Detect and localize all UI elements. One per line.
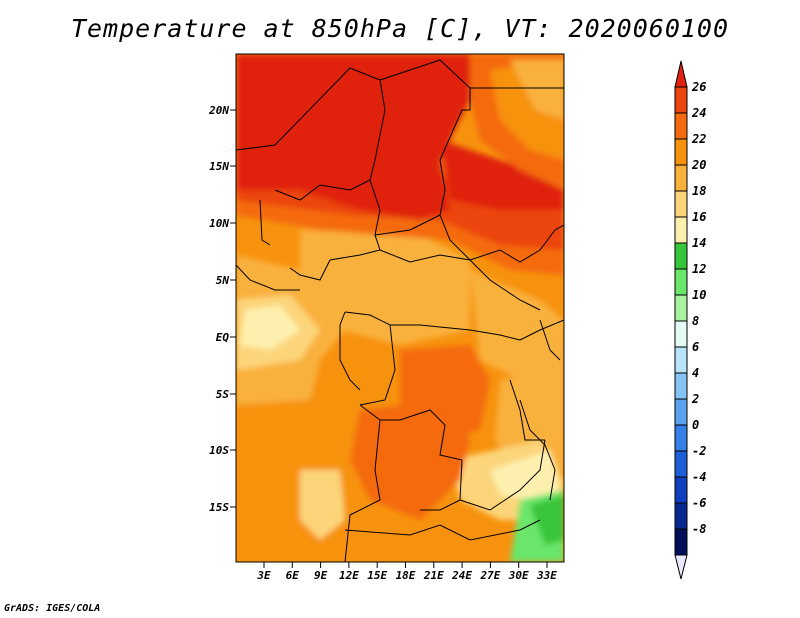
colorbar-label: 10 — [692, 288, 706, 302]
colorbar-label: 12 — [692, 262, 706, 276]
colorbar-label: 0 — [692, 418, 699, 432]
lat-axis: 20N 15N 10N 5N EQ 5S 10S 15S — [208, 104, 236, 514]
lon-tick-label: 6E — [286, 569, 300, 582]
chart-title: Temperature at 850hPa [C], VT: 202006010… — [70, 14, 730, 43]
colorbar-label: 2 — [691, 392, 699, 406]
colorbar-label: 26 — [691, 80, 706, 94]
colorbar-swatch — [674, 398, 688, 426]
lon-tick-label: 21E — [423, 569, 444, 582]
colorbar-swatch — [674, 268, 688, 296]
map-frame — [235, 53, 565, 563]
colorbar-label: 24 — [691, 106, 706, 120]
country-borders — [236, 59, 564, 562]
lon-tick-label: 24E — [451, 569, 472, 582]
lat-tick-label: 15S — [209, 501, 229, 514]
colorbar-swatch — [674, 86, 688, 114]
colorbar-swatch — [674, 216, 688, 244]
colorbar-label: -8 — [692, 522, 706, 536]
colorbar-label: 8 — [692, 314, 699, 328]
lon-tick-label: 18E — [396, 569, 416, 582]
colorbar-label: -6 — [692, 496, 706, 510]
lat-tick-label: 10S — [209, 444, 229, 457]
colorbar-swatch — [674, 346, 688, 374]
colorbar-swatch — [674, 294, 688, 322]
lon-tick-label: 33E — [536, 569, 557, 582]
colorbar-label: 14 — [692, 236, 706, 250]
lat-tick-label: 20N — [208, 104, 229, 117]
lon-tick-label: 12E — [339, 569, 359, 582]
colorbar-label: -2 — [692, 444, 706, 458]
colorbar-swatch — [674, 372, 688, 400]
colorbar-swatch — [674, 138, 688, 166]
lat-tick-label: 5S — [216, 388, 230, 401]
lon-tick-label: 15E — [367, 569, 387, 582]
lon-tick-label: 30E — [508, 569, 529, 582]
colorbar-label: -4 — [692, 470, 706, 484]
lat-tick-label: 10N — [209, 217, 229, 230]
colorbar-swatch — [674, 502, 688, 530]
colorbar-label: 22 — [691, 132, 706, 146]
lon-axis: 3E 6E 9E 12E 15E 18E 21E 24E 27E 30E 33E — [256, 562, 557, 582]
colorbar-swatch — [674, 190, 688, 218]
colorbar-swatch — [674, 112, 688, 140]
colorbar-swatch — [674, 164, 688, 192]
temperature-field — [236, 54, 564, 562]
lon-tick-label: 9E — [314, 569, 328, 582]
credit-label: GrADS: IGES/COLA — [4, 603, 101, 614]
colorbar-label: 16 — [692, 210, 706, 224]
lon-tick-label: 27E — [479, 569, 500, 582]
colorbar-swatch — [674, 424, 688, 452]
colorbar-swatch — [674, 320, 688, 348]
colorbar-swatch — [674, 242, 688, 270]
lat-tick-label: EQ — [216, 331, 230, 344]
colorbar-swatch — [674, 450, 688, 478]
colorbar-label: 6 — [692, 340, 699, 354]
colorbar-label: 18 — [692, 184, 706, 198]
colorbar-swatch — [674, 528, 688, 556]
colorbar-swatch — [674, 476, 688, 504]
colorbar-bottom-arrow — [674, 554, 688, 580]
lat-tick-label: 15N — [209, 160, 229, 173]
lat-tick-label: 5N — [216, 274, 230, 287]
colorbar-top-arrow — [674, 60, 688, 88]
lon-tick-label: 3E — [256, 569, 271, 582]
colorbar-label: 4 — [692, 366, 699, 380]
colorbar-label: 20 — [691, 158, 706, 172]
